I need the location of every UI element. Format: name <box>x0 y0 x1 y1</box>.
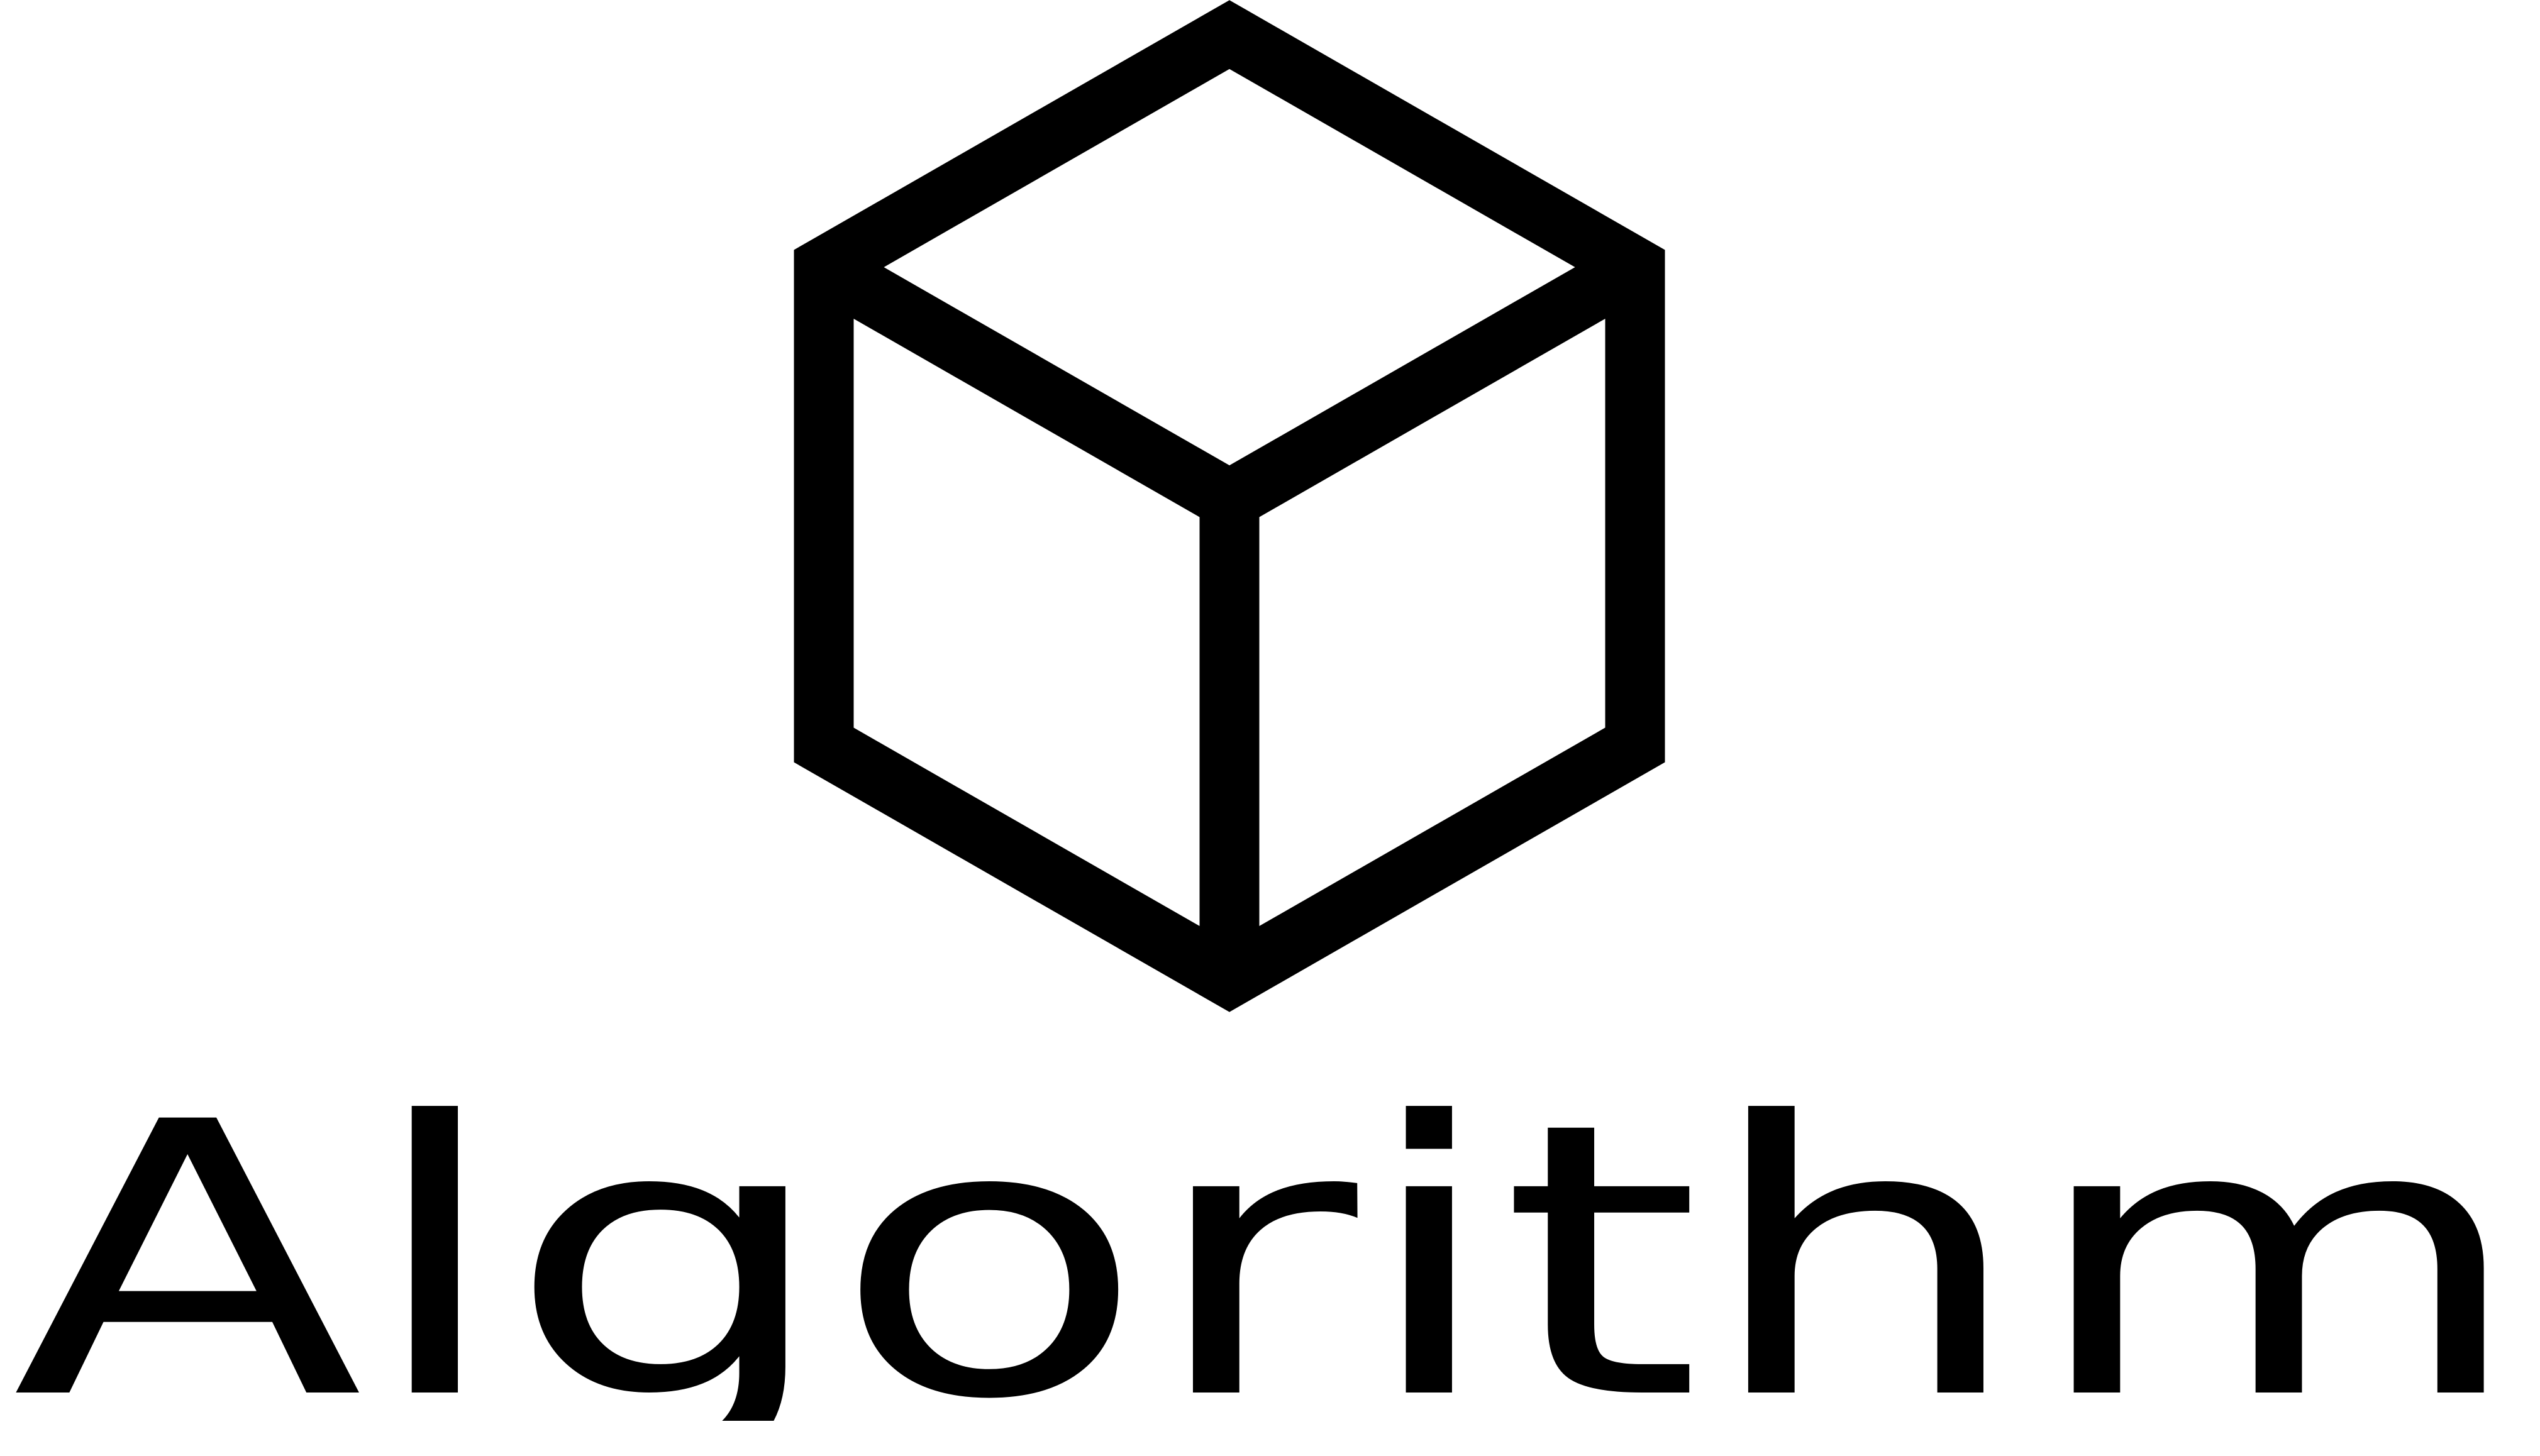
logo-text: Algorithm <box>12 1069 2527 1421</box>
logo-wordmark: Algorithm <box>0 1069 2540 1421</box>
cube-icon <box>789 0 1670 1015</box>
